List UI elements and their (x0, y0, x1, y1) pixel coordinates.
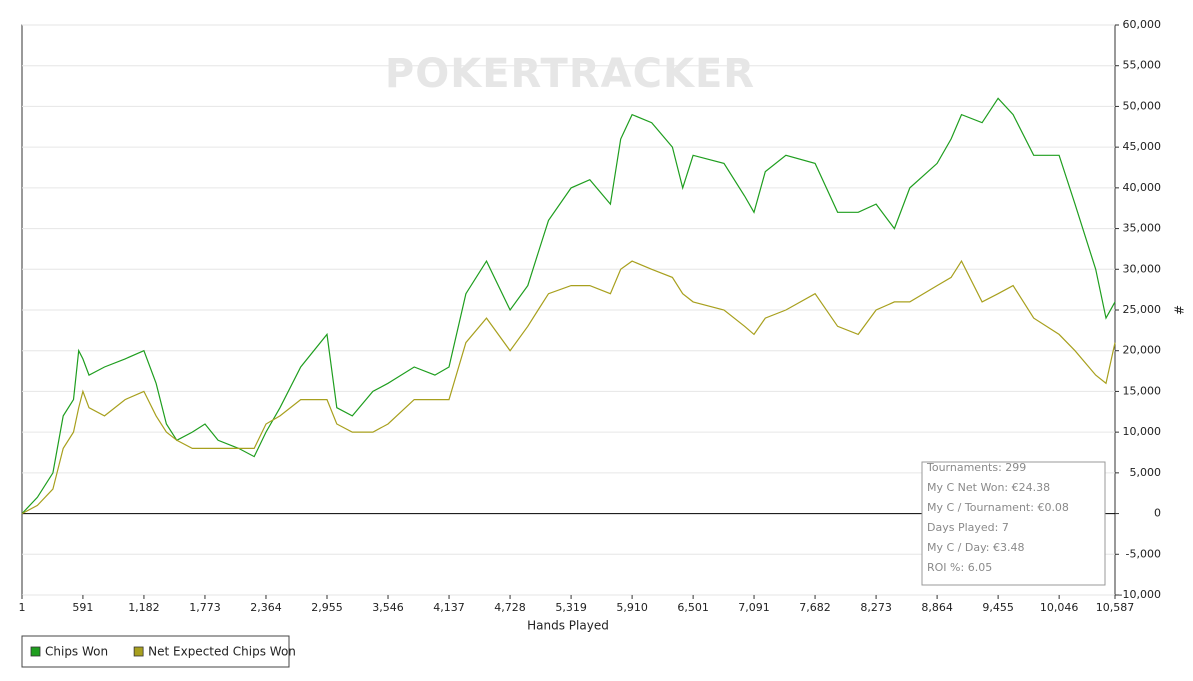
y-tick-label: 0 (1154, 507, 1161, 520)
legend-swatch (30, 646, 41, 657)
y-tick-label: 40,000 (1123, 181, 1162, 194)
y-tick-label: -10,000 (1119, 588, 1161, 601)
x-tick-label: 3,546 (372, 601, 404, 614)
y-tick-label: 20,000 (1123, 344, 1162, 357)
y-tick-label: 55,000 (1123, 59, 1162, 72)
x-tick-label: 10,046 (1040, 601, 1079, 614)
legend-swatch (133, 646, 144, 657)
series-line (21, 259, 1116, 515)
y-tick-label: 10,000 (1123, 425, 1162, 438)
x-tick-label: 4,137 (433, 601, 465, 614)
x-tick-label: 9,455 (982, 601, 1014, 614)
y-axis-label: # (1172, 305, 1186, 315)
legend-label: Net Expected Chips Won (148, 645, 296, 659)
stats-box (921, 461, 1106, 586)
x-tick-label: 2,364 (250, 601, 282, 614)
y-tick-label: 50,000 (1123, 99, 1162, 112)
x-tick-label: 10,587 (1096, 601, 1135, 614)
x-tick-label: 8,273 (860, 601, 892, 614)
y-tick-label: 5,000 (1130, 466, 1162, 479)
y-tick-label: 35,000 (1123, 222, 1162, 235)
y-tick-label: -5,000 (1126, 547, 1161, 560)
y-tick-label: 25,000 (1123, 303, 1162, 316)
x-tick-label: 2,955 (311, 601, 343, 614)
y-tick-label: 15,000 (1123, 384, 1162, 397)
stats-entry: My C / Tournament: €0.08 (927, 501, 1069, 514)
watermark: POKERTRACKER (385, 51, 755, 97)
legend-label: Chips Won (45, 645, 108, 659)
stats-entry: My C / Day: €3.48 (927, 541, 1025, 554)
x-tick-label: 8,864 (921, 601, 953, 614)
stats-entry: My C Net Won: €24.38 (927, 481, 1050, 494)
y-tick-label: 45,000 (1123, 140, 1162, 153)
legend (21, 635, 290, 668)
stats-entry: Days Played: 7 (927, 521, 1009, 534)
x-tick-label: 7,091 (738, 601, 770, 614)
x-tick-label: 7,682 (799, 601, 831, 614)
x-tick-label: 5,319 (555, 601, 587, 614)
y-tick-label: 60,000 (1123, 18, 1162, 31)
x-tick-label: 1,182 (128, 601, 160, 614)
x-tick-label: 4,728 (494, 601, 526, 614)
x-tick-label: 5,910 (616, 601, 648, 614)
x-tick-label: 591 (72, 601, 93, 614)
stats-entry: ROI %: 6.05 (927, 561, 992, 574)
x-tick-label: 1,773 (189, 601, 221, 614)
series-line (21, 97, 1116, 515)
x-axis-label: Hands Played (527, 619, 609, 633)
stats-entry: Tournaments: 299 (926, 461, 1026, 474)
y-tick-label: 30,000 (1123, 262, 1162, 275)
x-tick-label: 1 (19, 601, 26, 614)
x-tick-label: 6,501 (677, 601, 709, 614)
